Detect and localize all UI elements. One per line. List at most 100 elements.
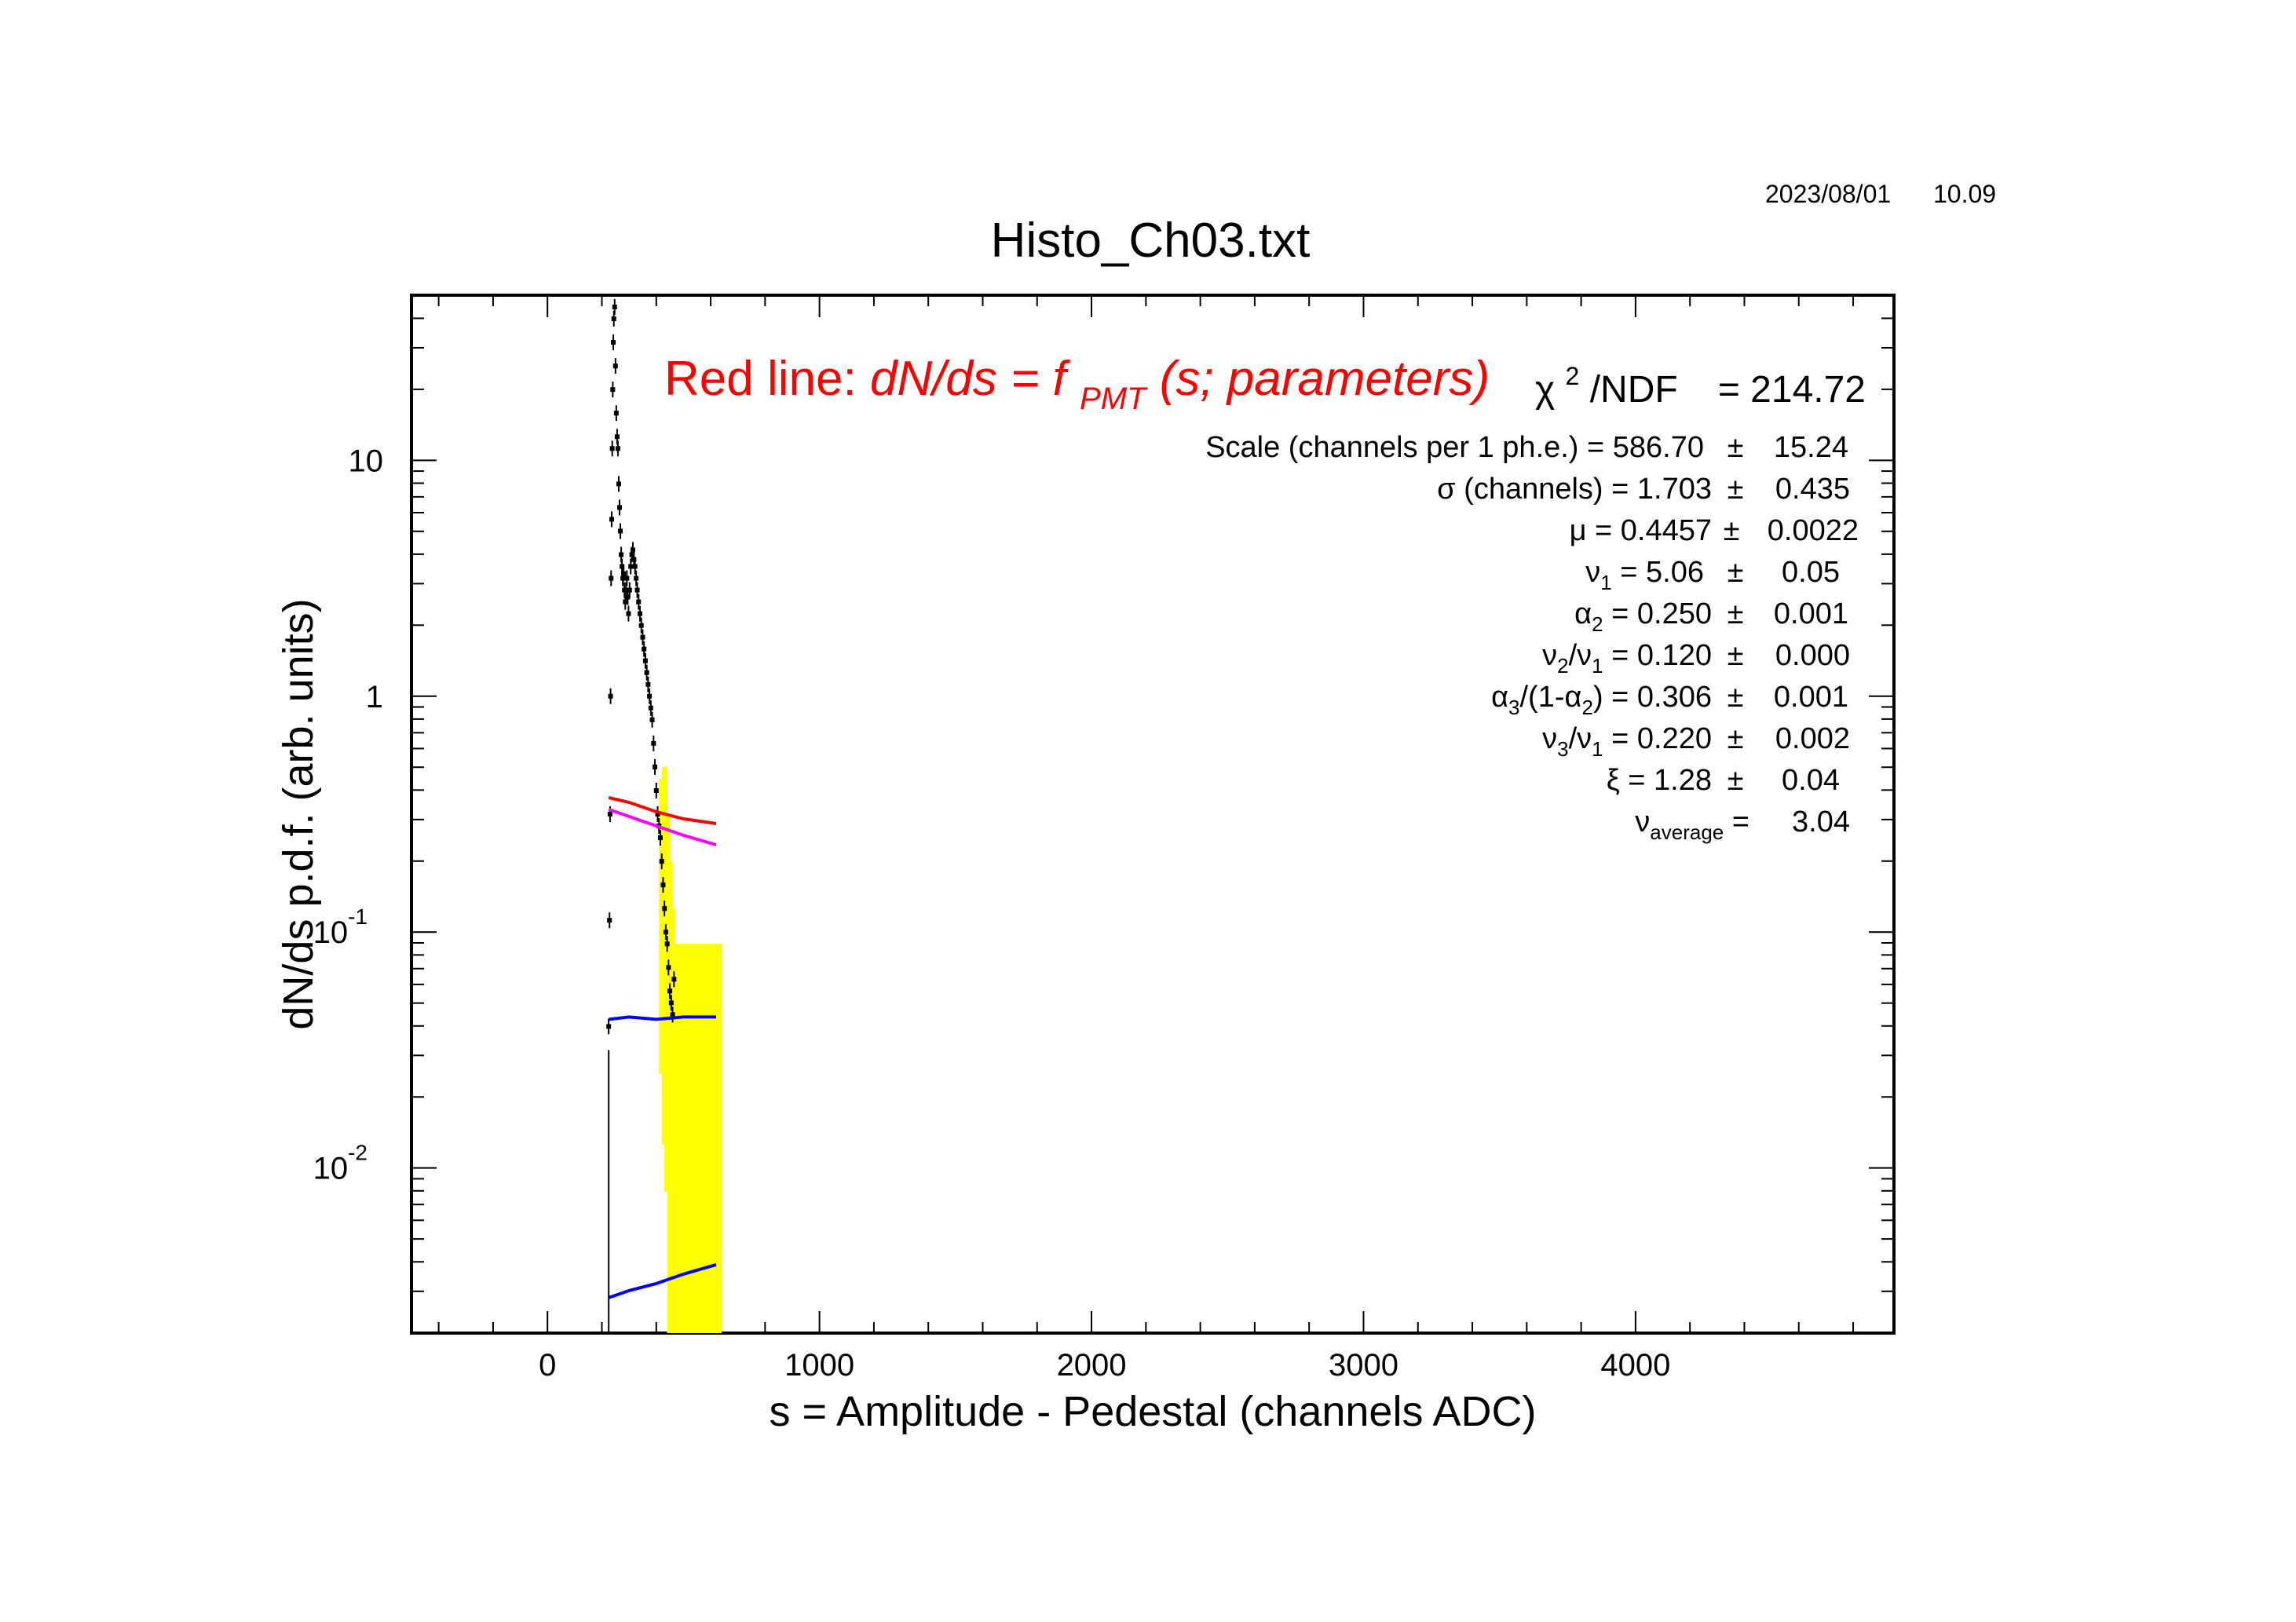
data-point — [663, 930, 668, 935]
data-point — [660, 882, 666, 888]
data-point — [648, 705, 653, 711]
param-scale-pm: ± — [1727, 431, 1744, 464]
annotation-prefix: Red line: — [664, 352, 857, 406]
data-point — [626, 611, 631, 616]
data-point — [670, 1012, 675, 1017]
data-point — [624, 575, 630, 581]
data-point — [613, 411, 619, 416]
data-point — [657, 835, 663, 841]
data-point — [631, 557, 637, 562]
data-point — [608, 693, 613, 699]
data-point — [644, 670, 649, 675]
component-blue-2-line — [608, 1262, 717, 1299]
data-point — [615, 446, 620, 451]
x-tick-label: 4000 — [1600, 1348, 1670, 1383]
param-nu1-pm: ± — [1727, 556, 1744, 589]
data-point — [607, 918, 612, 923]
data-point — [616, 481, 621, 487]
data-point — [607, 812, 612, 816]
data-point — [627, 587, 632, 593]
annotation-subscript: PMT — [1080, 382, 1148, 416]
data-point — [609, 575, 614, 581]
data-point — [653, 764, 658, 769]
data-point — [655, 812, 660, 816]
param-nu2-nu1: ν2/ν1 = 0.120 — [1542, 639, 1712, 678]
param-nu1: ν1 = 5.06 — [1585, 556, 1704, 594]
data-point — [629, 552, 634, 557]
param-alpha3-pm: ± — [1727, 681, 1744, 714]
fit-annotation: Red line: dN/ds = f PMT (s; parameters) — [664, 352, 1490, 420]
data-point — [620, 575, 626, 581]
data-point — [664, 941, 670, 947]
param-scale: Scale (channels per 1 ph.e.) = 586.70 — [1205, 431, 1704, 464]
timestamp-time: 10.09 — [1933, 180, 1996, 208]
data-point — [617, 505, 623, 510]
y-tick-label: 10 — [349, 444, 384, 478]
data-point — [645, 681, 651, 687]
data-point — [647, 693, 653, 699]
data-point — [651, 740, 656, 746]
data-layer — [606, 299, 722, 1333]
chi2-ndf: χ 2 /NDF — [1535, 352, 1678, 411]
param-alpha3-err: 0.001 — [1774, 681, 1848, 714]
param-scale-err: 15.24 — [1774, 431, 1848, 464]
data-point — [640, 634, 645, 640]
data-point — [612, 305, 617, 310]
data-point — [619, 552, 624, 557]
data-point — [649, 717, 655, 722]
data-point — [620, 564, 625, 569]
data-point — [668, 1000, 674, 1006]
chart-title: Histo_Ch03.txt — [991, 214, 1311, 268]
annotation-formula: dN/ds = f — [870, 352, 1071, 406]
data-point — [625, 594, 631, 600]
data-point — [634, 575, 639, 581]
x-tick-label: 0 — [539, 1348, 556, 1383]
data-point — [623, 599, 628, 605]
y-tick-label: 10-2 — [313, 1141, 367, 1186]
x-tick-label: 3000 — [1329, 1348, 1398, 1383]
annotation-formula-rest: (s; parameters) — [1160, 352, 1490, 406]
timestamp-date: 2023/08/01 — [1765, 180, 1891, 208]
param-alpha2-err: 0.001 — [1774, 597, 1848, 630]
data-point — [610, 387, 616, 393]
param-nu2-nu1-pm: ± — [1727, 639, 1744, 672]
y-axis-label: dN/ds p.d.f. (arb. units) — [275, 598, 322, 1029]
param-sigma-err: 0.435 — [1775, 473, 1850, 506]
data-point — [666, 965, 671, 970]
param-alpha3: α3/(1-α2) = 0.306 — [1491, 681, 1712, 719]
component-blue-1-line — [608, 1015, 716, 1021]
data-point — [636, 599, 642, 605]
param-alpha2: α2 = 0.250 — [1574, 597, 1712, 636]
param-nu2-nu1-err: 0.000 — [1775, 639, 1850, 672]
data-point — [642, 658, 648, 663]
param-mu-pm: ± — [1724, 514, 1740, 547]
y-tick-label: 10-1 — [313, 904, 367, 950]
chi2-value: = 214.72 — [1718, 369, 1866, 411]
param-xi-pm: ± — [1727, 764, 1744, 797]
data-point — [632, 564, 638, 569]
data-point — [618, 528, 623, 534]
param-mu: μ = 0.4457 — [1570, 514, 1712, 547]
data-point — [638, 623, 644, 628]
data-point — [642, 646, 647, 652]
param-nu-average-value: 3.04 — [1792, 806, 1850, 838]
data-point — [634, 587, 640, 593]
data-point — [653, 787, 659, 793]
data-point — [662, 906, 667, 911]
param-mu-err: 0.0022 — [1768, 514, 1859, 547]
x-tick-label: 2000 — [1057, 1348, 1127, 1383]
component-magenta-line — [608, 808, 717, 847]
fit-parameters: Scale (channels per 1 ph.e.) = 586.70 ± … — [1205, 431, 1859, 844]
data-point — [637, 611, 642, 616]
data-point — [611, 316, 616, 322]
x-axis-label: s = Amplitude - Pedestal (channels ADC) — [770, 1388, 1537, 1435]
param-nu1-err: 0.05 — [1782, 556, 1840, 589]
param-alpha2-pm: ± — [1727, 597, 1744, 630]
param-nu3-nu1: ν3/ν1 = 0.220 — [1542, 722, 1712, 761]
data-point — [612, 363, 618, 369]
data-point — [609, 446, 615, 451]
fit-total-line — [608, 796, 717, 825]
data-point — [606, 1024, 612, 1029]
data-point — [630, 547, 635, 553]
